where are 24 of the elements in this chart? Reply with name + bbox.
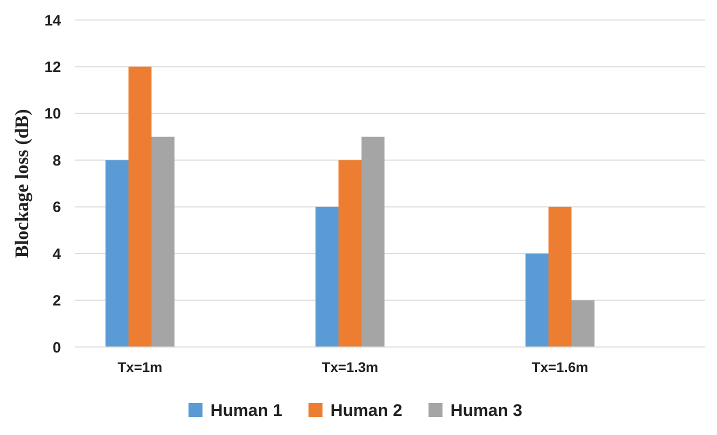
y-tick-label: 0	[52, 339, 61, 356]
legend-label: Human 1	[210, 400, 282, 420]
y-tick-label: 12	[44, 58, 61, 76]
y-tick-label: 10	[44, 106, 61, 123]
y-axis-title: Blockage loss (dB)	[12, 109, 33, 258]
legend-label: Human 2	[330, 400, 402, 420]
bar	[152, 136, 174, 347]
bar	[548, 206, 572, 347]
bar	[338, 160, 362, 347]
y-tick-label: 4	[52, 246, 62, 263]
y-tick-label: 2	[52, 292, 61, 310]
legend-label: Human 3	[450, 400, 522, 420]
x-tick-label: Tx=1.3m	[322, 359, 378, 375]
y-tick-label: 6	[52, 199, 61, 216]
bar	[316, 206, 338, 347]
bar	[572, 300, 594, 347]
bar	[128, 66, 152, 347]
bar	[362, 136, 384, 347]
y-tick-label: 8	[52, 152, 61, 170]
bar	[106, 160, 128, 347]
x-tick-label: Tx=1m	[118, 359, 162, 375]
x-tick-label: Tx=1.6m	[532, 359, 588, 375]
y-tick-label: 14	[44, 12, 62, 30]
bar	[526, 254, 548, 347]
